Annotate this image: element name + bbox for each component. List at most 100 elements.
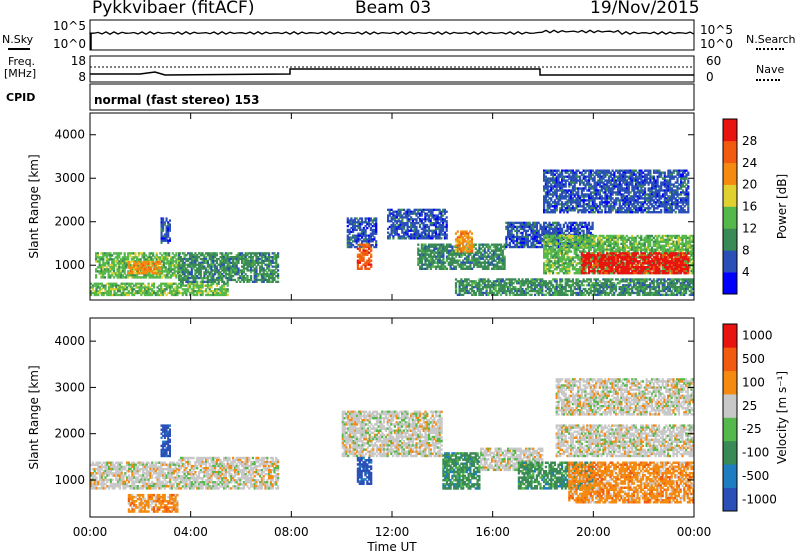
power-cell xyxy=(228,252,231,255)
power-cell xyxy=(264,259,267,263)
power-cell xyxy=(244,261,247,264)
power-cell xyxy=(168,254,171,257)
power-cell xyxy=(250,252,253,255)
power-cell xyxy=(106,282,109,285)
power-cell xyxy=(392,222,395,225)
power-cell xyxy=(253,278,256,282)
power-cell xyxy=(237,267,240,270)
power-cell xyxy=(401,223,404,227)
power-cell xyxy=(403,216,406,219)
power-cell xyxy=(348,245,351,249)
power-cell xyxy=(199,284,202,287)
power-cell xyxy=(151,290,154,293)
power-cell xyxy=(357,240,360,243)
power-cell xyxy=(353,236,356,239)
power-cell xyxy=(369,223,372,226)
power-cell xyxy=(357,219,360,222)
power-cell xyxy=(223,256,226,259)
power-cell xyxy=(181,265,184,268)
power-cell xyxy=(346,236,349,239)
power-cell xyxy=(203,261,206,264)
power-cell xyxy=(226,259,229,263)
power-cell xyxy=(173,260,176,263)
power-cell xyxy=(373,232,376,235)
power-cell xyxy=(143,290,147,293)
power-cell xyxy=(91,286,94,289)
power-cell xyxy=(219,252,222,255)
power-cell xyxy=(210,284,213,287)
power-cell xyxy=(100,288,103,291)
power-cell xyxy=(359,232,362,235)
power-cell xyxy=(139,270,142,273)
power-cell xyxy=(399,210,402,213)
power-cell xyxy=(147,270,150,273)
power-cell xyxy=(217,273,220,276)
power-cell xyxy=(112,260,116,263)
power-cell xyxy=(196,267,199,270)
power-cell xyxy=(127,291,130,295)
power-cell xyxy=(128,254,132,257)
power-cell xyxy=(364,253,367,256)
power-cell xyxy=(167,225,170,228)
power-cell xyxy=(203,280,206,283)
power-cell xyxy=(168,272,171,275)
power-cell xyxy=(187,271,190,274)
power-cell xyxy=(102,254,105,257)
power-cell xyxy=(149,260,152,264)
power-cell xyxy=(95,293,98,297)
power-cell xyxy=(239,271,242,274)
power-cell xyxy=(388,214,391,217)
power-cell xyxy=(129,272,132,275)
power-cell xyxy=(131,264,134,267)
power-cell xyxy=(226,261,229,264)
power-cell xyxy=(257,261,260,264)
power-cell xyxy=(273,257,276,261)
power-cell xyxy=(364,251,367,254)
power-cell xyxy=(397,212,400,215)
power-cell xyxy=(121,276,124,279)
power-cell xyxy=(242,280,245,283)
power-cell xyxy=(147,290,150,293)
power-cell xyxy=(160,286,163,289)
power-cell xyxy=(359,223,362,226)
power-cell xyxy=(629,268,632,271)
power-cell xyxy=(163,235,166,238)
power-cell xyxy=(228,259,231,263)
power-cell xyxy=(375,217,378,220)
power-cell xyxy=(111,284,114,287)
power-cell xyxy=(268,252,271,255)
power-cell xyxy=(205,293,208,297)
power-cell xyxy=(255,257,258,261)
power-cell xyxy=(95,270,98,273)
power-cell xyxy=(135,272,138,275)
power-cell xyxy=(370,253,373,256)
power-cell xyxy=(122,282,125,285)
power-cell xyxy=(172,288,175,291)
power-cell xyxy=(217,271,220,274)
power-cell xyxy=(394,220,397,223)
power-cell xyxy=(394,229,397,232)
power-cell xyxy=(246,276,249,280)
power-cell xyxy=(268,257,271,261)
power-cell xyxy=(125,266,128,269)
power-cell xyxy=(395,220,398,223)
power-cell xyxy=(192,265,195,268)
power-cell xyxy=(401,225,404,229)
power-cell xyxy=(264,276,267,280)
noise-tick-left-top: 10^5 xyxy=(53,19,86,33)
power-cell xyxy=(375,242,378,245)
power-cell xyxy=(235,263,238,266)
power-cell xyxy=(125,258,128,261)
power-cell xyxy=(187,280,190,283)
power-cell xyxy=(135,264,138,267)
power-cell xyxy=(169,282,172,285)
power-cell xyxy=(221,263,224,266)
power-cell xyxy=(352,221,355,224)
power-cell xyxy=(145,290,148,293)
power-cell xyxy=(368,240,371,243)
power-cell xyxy=(366,245,369,248)
power-cell xyxy=(183,276,186,280)
power-cell xyxy=(370,247,373,250)
power-cell xyxy=(127,258,130,261)
power-cell xyxy=(226,265,229,268)
